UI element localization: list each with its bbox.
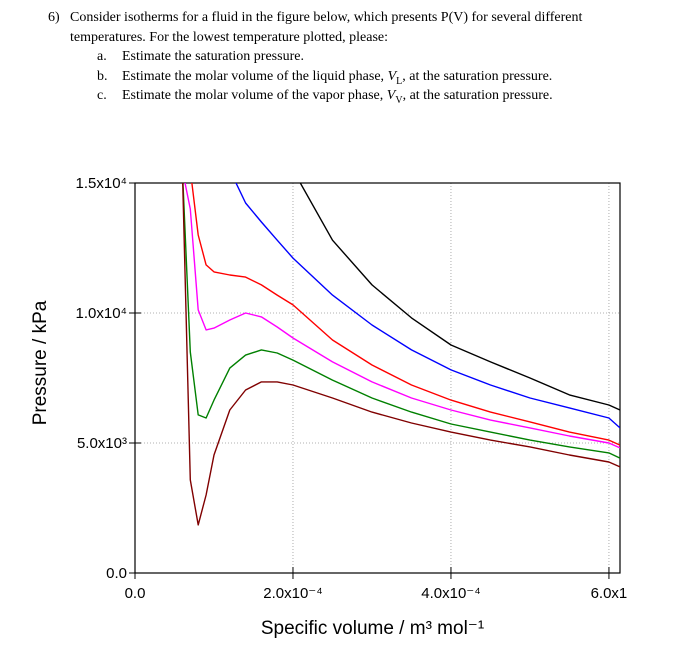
question-number: 6) [48,10,60,25]
item-text-part: , at the saturation pressure. [402,68,553,84]
item-text-part: Estimate the molar volume of the vapor p… [122,88,387,103]
item-text: Estimate the molar volume of the liquid … [122,69,552,87]
x-tick-label: 0.0 [125,585,146,602]
y-tick-label: 1.0x10⁴ [76,305,127,322]
item-text: Estimate the molar volume of the vapor p… [122,88,553,106]
item-text-part: , at the saturation pressure. [402,88,553,103]
item-letter: a. [97,49,107,64]
item-text-part: Estimate the molar volume of the liquid … [122,68,388,84]
item-letter: c. [97,88,107,103]
item-text-part: Estimate the saturation pressure. [122,49,304,64]
question-line: temperatures. For the lowest temperature… [70,30,389,45]
isotherm-line [182,183,620,526]
item-letter: b. [97,68,108,84]
x-axis-title: Specific volume / m³ mol⁻¹ [261,618,484,639]
item-text-part: V [386,88,396,103]
y-axis-title: Pressure / kPa [30,300,51,425]
item-text-part: V [395,94,403,106]
y-tick-label: 5.0x10³ [77,435,127,452]
isotherm-line [191,183,620,446]
item-text: Estimate the saturation pressure. [122,49,304,65]
plot-frame [134,182,621,574]
isotherm-line [299,183,620,411]
y-tick-label: 0.0 [106,565,127,582]
x-tick-label: 6.0x1 [591,585,628,602]
item-text-part: V [387,68,397,84]
item-text-part: L [396,75,403,87]
y-tick-label: 1.5x10⁴ [76,175,127,192]
x-tick-label: 2.0x10⁻⁴ [263,585,322,602]
isotherm-line [235,183,620,429]
isotherm-line [182,183,620,459]
question-line: Consider isotherms for a fluid in the fi… [70,10,583,25]
isotherm-line [184,183,620,449]
x-tick-label: 4.0x10⁻⁴ [421,585,480,602]
